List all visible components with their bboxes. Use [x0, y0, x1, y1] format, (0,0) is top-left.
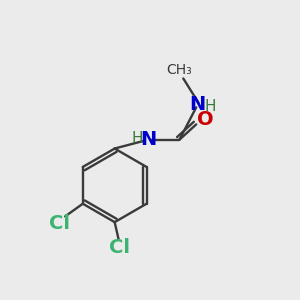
Text: N: N [189, 95, 205, 114]
Text: Cl: Cl [109, 238, 130, 257]
Text: O: O [197, 110, 213, 129]
Text: H: H [131, 131, 142, 146]
Text: H: H [204, 99, 215, 114]
Text: Cl: Cl [49, 214, 70, 233]
Text: CH₃: CH₃ [167, 63, 192, 76]
Text: N: N [140, 130, 157, 149]
